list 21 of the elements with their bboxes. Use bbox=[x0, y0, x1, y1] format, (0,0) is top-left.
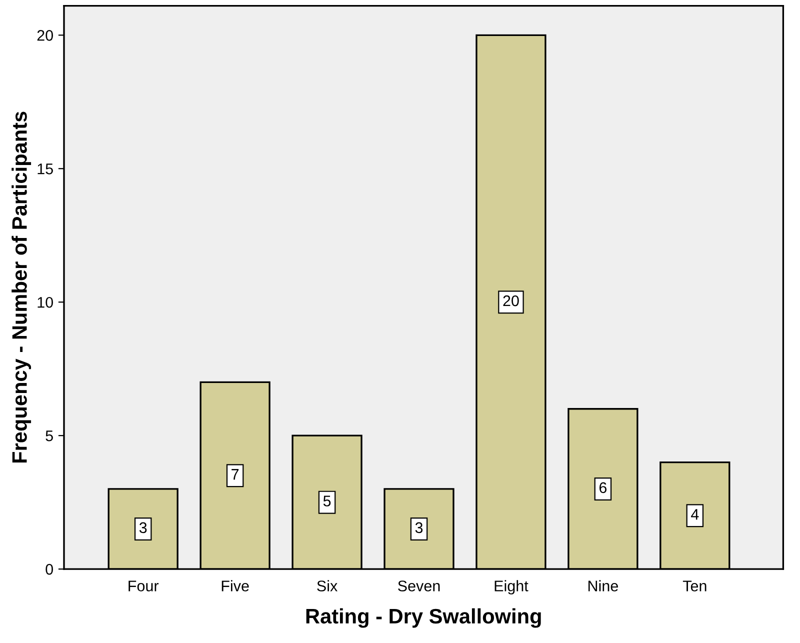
data-label: 20 bbox=[503, 295, 519, 306]
data-label: 6 bbox=[599, 482, 607, 494]
x-axis-title: Rating - Dry Swallowing bbox=[306, 608, 541, 628]
y-axis-title: Frequency - Number of Participants bbox=[12, 112, 32, 463]
x-tick-label: Five bbox=[222, 580, 249, 592]
y-tick-label: 0 bbox=[46, 564, 53, 575]
y-tick-label: 20 bbox=[37, 30, 53, 41]
x-tick-label: Eight bbox=[494, 580, 528, 594]
data-label: 4 bbox=[691, 509, 699, 520]
data-label: 7 bbox=[232, 469, 239, 480]
x-tick-label: Six bbox=[317, 580, 338, 592]
x-tick-label: Four bbox=[128, 580, 159, 592]
y-tick-label: 5 bbox=[46, 430, 53, 442]
x-tick-label: Nine bbox=[588, 580, 618, 592]
y-tick-label: 15 bbox=[38, 164, 53, 174]
data-label: 3 bbox=[415, 522, 423, 534]
data-label: 5 bbox=[323, 496, 331, 506]
data-label: 3 bbox=[139, 522, 147, 534]
y-tick-label: 10 bbox=[38, 296, 53, 308]
x-tick-label: Ten bbox=[682, 580, 706, 592]
x-tick-label: Seven bbox=[398, 580, 440, 592]
